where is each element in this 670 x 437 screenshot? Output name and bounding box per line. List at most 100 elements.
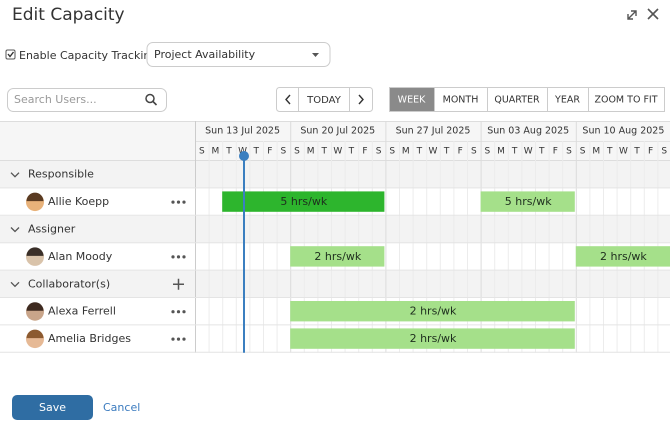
group-label: Collaborator(s) (28, 277, 110, 290)
day-letter: S (566, 147, 572, 157)
checkmark (7, 51, 15, 58)
add-icon[interactable] (173, 278, 184, 290)
view-select-text: Project Availability (154, 48, 256, 61)
week-label: Sun 10 Aug 2025 (582, 126, 664, 137)
day-letter: S (389, 147, 395, 157)
group-label: Responsible (28, 168, 94, 181)
zoom-label: QUARTER (494, 95, 540, 106)
next-button[interactable] (358, 94, 364, 105)
day-letter: T (225, 147, 232, 157)
expand-icon[interactable] (627, 10, 637, 20)
zoom-button[interactable] (547, 87, 589, 112)
booking-bar[interactable] (222, 191, 385, 212)
day-letter: W (429, 147, 438, 157)
booking-bar[interactable] (290, 246, 385, 267)
collapse-chevron[interactable] (10, 281, 20, 288)
day-letter: S (199, 147, 205, 157)
day-letter: T (348, 147, 355, 157)
day-letter: T (538, 147, 545, 157)
day-letter: T (252, 147, 259, 157)
week-label: Sun 13 Jul 2025 (205, 126, 280, 137)
day-letter: M (212, 147, 220, 157)
day-letter: M (307, 147, 315, 157)
title: Edit Capacity (12, 5, 125, 25)
save-text: Save (39, 401, 66, 414)
week-label: Sun 03 Aug 2025 (487, 126, 569, 137)
view-select[interactable] (146, 42, 331, 67)
zoom-label: MONTH (443, 95, 479, 106)
day-letter: F (362, 147, 367, 157)
user-name: Alan Moody (48, 250, 113, 263)
avatar-hair (26, 192, 44, 202)
day-letter: F (458, 147, 463, 157)
group-row-bg (0, 270, 670, 298)
prev-button[interactable] (285, 94, 291, 105)
nav-group (276, 87, 373, 112)
user-name: Amelia Bridges (48, 332, 131, 345)
zoom-button[interactable] (588, 87, 665, 112)
more-dot (171, 310, 175, 314)
zoom-button[interactable] (389, 87, 435, 112)
more-dot (182, 255, 186, 259)
select-caret (312, 53, 319, 57)
more-dot (176, 310, 181, 314)
tracking-label[interactable]: Enable Capacity Tracking (19, 49, 157, 62)
day-letter: S (661, 147, 667, 157)
day-letter: S (471, 147, 477, 157)
booking-label: 5 hrs/wk (280, 195, 327, 208)
booking-bar[interactable] (290, 328, 575, 349)
more-dot (171, 255, 175, 259)
avatar-hair (26, 302, 44, 311)
zoom-button[interactable] (487, 87, 548, 112)
cancel-link[interactable]: Cancel (103, 401, 140, 414)
zoom-button[interactable] (434, 87, 488, 112)
collapse-chevron[interactable] (10, 172, 20, 178)
today-marker (239, 151, 249, 161)
search-icon (145, 93, 155, 104)
day-letter: F (553, 147, 558, 157)
day-letter: W (333, 147, 342, 157)
zoom-label: YEAR (554, 95, 580, 106)
search-placeholder: Search Users... (14, 93, 97, 106)
day-letter: F (267, 147, 272, 157)
search-icon-handle (152, 100, 158, 106)
zoom-label: WEEK (398, 95, 426, 106)
today-button[interactable]: TODAY (306, 95, 342, 106)
avatar-hair (26, 329, 44, 339)
more-dot (171, 200, 175, 204)
booking-bar[interactable] (575, 246, 670, 267)
user-name: Alexa Ferrell (48, 305, 116, 318)
week-label: Sun 20 Jul 2025 (300, 126, 375, 137)
collapse-chevron[interactable] (10, 227, 20, 233)
day-letter: S (281, 147, 287, 157)
booking-label: 2 hrs/wk (410, 305, 457, 318)
group-label: Assigner (28, 223, 76, 236)
day-letter: T (606, 147, 613, 157)
more-dot (176, 200, 181, 204)
user-name: Allie Koepp (48, 195, 109, 208)
booking-label: 2 hrs/wk (314, 250, 361, 263)
checkbox[interactable] (5, 49, 16, 60)
booking-bar[interactable] (480, 191, 575, 212)
save-button[interactable] (12, 395, 93, 420)
day-letter: S (580, 147, 586, 157)
day-letter: T (633, 147, 640, 157)
day-letter: W (619, 147, 628, 157)
more-dot (182, 310, 186, 314)
booking-label: 2 hrs/wk (600, 250, 647, 263)
search-box[interactable] (7, 88, 167, 112)
day-letter: T (443, 147, 450, 157)
close-icon[interactable] (647, 8, 659, 20)
booking-bar[interactable] (290, 301, 575, 322)
zoom-label: ZOOM TO FIT (594, 95, 657, 106)
booking-label: 5 hrs/wk (505, 195, 552, 208)
more-dot (176, 255, 181, 259)
more-dot (171, 337, 175, 341)
day-letter: F (648, 147, 653, 157)
booking-label: 2 hrs/wk (410, 332, 457, 345)
group-row-bg (0, 215, 670, 244)
group-row-bg (0, 161, 670, 189)
day-letter: S (294, 147, 300, 157)
day-letter: T (511, 147, 518, 157)
